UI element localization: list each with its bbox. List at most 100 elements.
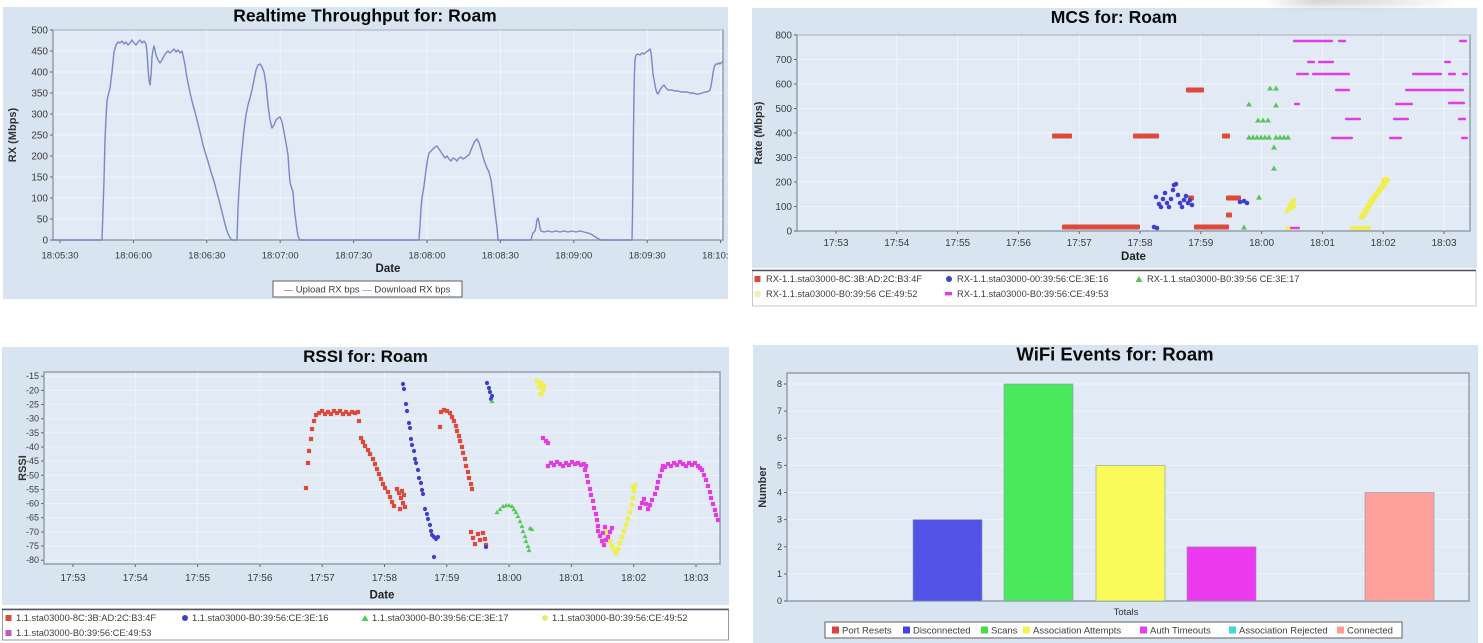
svg-text:Disconnected: Disconnected [913, 626, 971, 637]
svg-text:1.1.sta03000-8C:3B:AD:2C:B3:4F: 1.1.sta03000-8C:3B:AD:2C:B3:4F [16, 613, 156, 623]
svg-text:18:06:00: 18:06:00 [115, 251, 152, 262]
svg-text:WiFi Events for: Roam: WiFi Events for: Roam [1016, 345, 1213, 365]
svg-text:-50: -50 [26, 470, 39, 480]
svg-text:200: 200 [775, 177, 792, 188]
svg-text:18:09:30: 18:09:30 [629, 251, 666, 262]
svg-text:200: 200 [31, 151, 48, 162]
svg-text:Association Rejected: Association Rejected [1239, 626, 1328, 637]
svg-text:18:07:00: 18:07:00 [262, 251, 299, 262]
svg-text:-60: -60 [26, 499, 39, 509]
svg-text:7: 7 [777, 406, 782, 416]
svg-text:-30: -30 [26, 414, 39, 424]
svg-text:-45: -45 [26, 456, 39, 466]
svg-text:18:00: 18:00 [497, 573, 522, 584]
svg-text:17:54: 17:54 [884, 238, 909, 249]
svg-text:1.1.sta03000-B0:39:56:CE:3E:16: 1.1.sta03000-B0:39:56:CE:3E:16 [192, 613, 328, 623]
svg-text:1.1.sta03000-B0:39:56:CE:3E:17: 1.1.sta03000-B0:39:56:CE:3E:17 [372, 613, 508, 623]
svg-text:18:03: 18:03 [683, 573, 708, 584]
svg-text:-15: -15 [26, 371, 39, 381]
svg-text:1.1.sta03000-B0:39:56:CE:49:53: 1.1.sta03000-B0:39:56:CE:49:53 [16, 628, 151, 638]
svg-text:-20: -20 [26, 385, 39, 395]
svg-text:Realtime Throughput for: Roam: Realtime Throughput for: Roam [233, 7, 496, 26]
svg-text:400: 400 [775, 128, 792, 139]
svg-text:150: 150 [31, 172, 48, 183]
svg-text:Date: Date [370, 590, 395, 602]
svg-text:18:01: 18:01 [1310, 238, 1335, 249]
svg-text:5: 5 [777, 460, 782, 470]
svg-text:Scans: Scans [991, 626, 1018, 637]
svg-text:17:57: 17:57 [1067, 238, 1092, 249]
svg-text:17:53: 17:53 [823, 238, 848, 249]
svg-text:17:54: 17:54 [123, 573, 148, 584]
svg-text:6: 6 [777, 433, 782, 443]
svg-text:18:02: 18:02 [621, 573, 646, 584]
svg-text:Port Resets: Port Resets [842, 626, 892, 637]
svg-text:18:08:00: 18:08:00 [409, 251, 446, 262]
svg-text:RX-1.1.sta03000-B0:39:56 CE:49: RX-1.1.sta03000-B0:39:56 CE:49:52 [766, 289, 917, 299]
svg-text:— Upload RX bps — Download RX: — Upload RX bps — Download RX bps [284, 285, 451, 296]
svg-text:350: 350 [31, 88, 48, 99]
svg-text:700: 700 [775, 55, 792, 66]
svg-text:500: 500 [31, 25, 48, 36]
svg-text:RX (Mbps): RX (Mbps) [7, 107, 19, 162]
svg-text:17:59: 17:59 [1188, 238, 1213, 249]
svg-text:-65: -65 [26, 513, 39, 523]
svg-text:1: 1 [777, 569, 782, 579]
svg-text:RX-1.1.sta03000-B0:39:56:CE:49: RX-1.1.sta03000-B0:39:56:CE:49:53 [957, 289, 1108, 299]
svg-text:500: 500 [775, 104, 792, 115]
svg-text:RX-1.1.sta03000-8C:3B:AD:2C:B3: RX-1.1.sta03000-8C:3B:AD:2C:B3:4F [766, 274, 922, 284]
svg-text:Number: Number [757, 466, 769, 508]
svg-text:-70: -70 [26, 527, 39, 537]
svg-text:17:58: 17:58 [1127, 238, 1152, 249]
svg-text:Date: Date [376, 263, 401, 275]
svg-text:0: 0 [42, 235, 48, 246]
svg-text:-80: -80 [26, 555, 39, 565]
svg-text:17:56: 17:56 [1006, 238, 1031, 249]
svg-text:Association Attempts: Association Attempts [1033, 626, 1121, 637]
svg-text:18:09:00: 18:09:00 [555, 251, 592, 262]
svg-text:Date: Date [1121, 251, 1146, 263]
svg-text:450: 450 [31, 46, 48, 57]
svg-text:18:05:30: 18:05:30 [42, 251, 79, 262]
svg-text:300: 300 [31, 109, 48, 120]
svg-text:17:57: 17:57 [310, 573, 335, 584]
svg-text:MCS for: Roam: MCS for: Roam [1051, 8, 1177, 27]
svg-text:18:10:00: 18:10:00 [702, 251, 728, 262]
svg-text:-40: -40 [26, 442, 39, 452]
svg-text:8: 8 [777, 379, 782, 389]
svg-text:RSSI for: Roam: RSSI for: Roam [303, 347, 428, 366]
svg-text:Rate (Mbps): Rate (Mbps) [753, 101, 765, 164]
svg-text:18:03: 18:03 [1431, 238, 1456, 249]
svg-text:100: 100 [775, 202, 792, 213]
svg-text:17:59: 17:59 [434, 573, 459, 584]
svg-text:18:01: 18:01 [559, 573, 584, 584]
svg-text:100: 100 [31, 193, 48, 204]
svg-text:18:08:30: 18:08:30 [482, 251, 519, 262]
svg-text:17:55: 17:55 [945, 238, 970, 249]
svg-text:17:58: 17:58 [372, 573, 397, 584]
svg-text:-35: -35 [26, 428, 39, 438]
svg-text:0: 0 [777, 596, 782, 606]
svg-text:Totals: Totals [1114, 607, 1139, 618]
svg-text:-25: -25 [26, 400, 39, 410]
svg-text:2: 2 [777, 542, 782, 552]
svg-text:3: 3 [777, 515, 782, 525]
svg-text:4: 4 [777, 488, 782, 498]
svg-text:300: 300 [775, 153, 792, 164]
svg-text:50: 50 [37, 214, 49, 225]
svg-text:18:02: 18:02 [1371, 238, 1396, 249]
svg-text:17:55: 17:55 [185, 573, 210, 584]
svg-text:Connected: Connected [1347, 626, 1393, 637]
svg-text:800: 800 [775, 30, 792, 41]
svg-text:600: 600 [775, 79, 792, 90]
svg-text:Auth Timeouts: Auth Timeouts [1150, 626, 1211, 637]
svg-text:400: 400 [31, 67, 48, 78]
svg-text:17:56: 17:56 [247, 573, 272, 584]
svg-text:RSSI: RSSI [17, 455, 29, 481]
svg-text:18:06:30: 18:06:30 [188, 251, 225, 262]
svg-text:-55: -55 [26, 484, 39, 494]
svg-text:18:00: 18:00 [1249, 238, 1274, 249]
svg-text:0: 0 [786, 226, 792, 237]
svg-text:-75: -75 [26, 541, 39, 551]
svg-text:RX-1.1.sta03000-B0:39:56 CE:3E: RX-1.1.sta03000-B0:39:56 CE:3E:17 [1147, 274, 1299, 284]
